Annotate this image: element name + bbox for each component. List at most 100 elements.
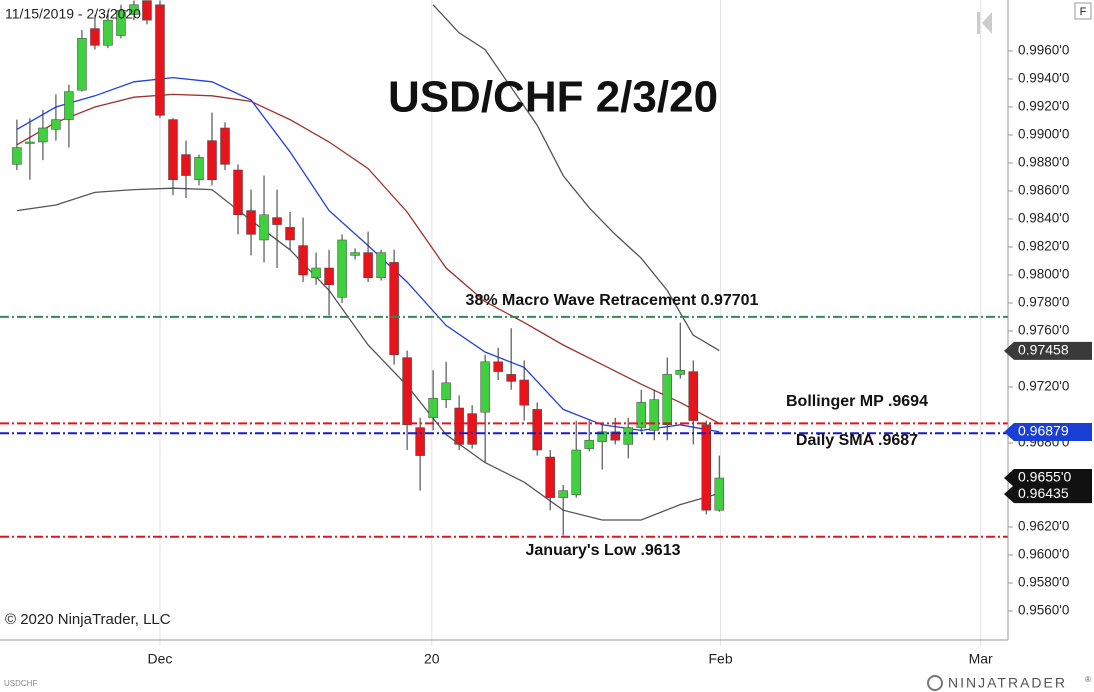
y-tick-label: 0.9820'0: [1018, 239, 1069, 254]
x-tick-label: 20: [424, 651, 440, 667]
candle-body: [77, 38, 87, 91]
candle-body: [714, 477, 725, 511]
plot-area: [0, 0, 1008, 538]
y-tick-label: 0.9840'0: [1018, 211, 1069, 226]
candle-body: [337, 239, 347, 298]
instrument: USDCHF: [4, 679, 37, 688]
candle-body: [142, 0, 152, 21]
candle-body: [389, 262, 399, 356]
y-tick-label: 0.9900'0: [1018, 127, 1069, 142]
y-tick-label: 0.9960'0: [1018, 43, 1069, 58]
candle-body: [636, 402, 646, 428]
candle-body: [25, 141, 35, 144]
y-tick-label: 0.9920'0: [1018, 99, 1069, 114]
candle-body: [506, 374, 516, 382]
candle-body: [12, 147, 22, 165]
candle-body: [402, 357, 412, 426]
price-label: 0.96879: [1018, 423, 1069, 439]
price-label-box: [1004, 485, 1092, 504]
x-tick-label: Dec: [148, 651, 173, 667]
candle-body: [220, 127, 230, 165]
candle-body: [181, 154, 191, 176]
candle-body: [610, 431, 620, 441]
candle-body: [376, 252, 386, 279]
candle-body: [298, 245, 308, 276]
candle-body: [493, 361, 503, 372]
candle-body: [233, 169, 243, 216]
scroll-start-icon[interactable]: [977, 12, 992, 34]
candle-body: [246, 210, 256, 235]
annotation: January's Low .9613: [526, 542, 681, 559]
candle-body: [38, 127, 48, 143]
brand-logo: NINJATRADER ®: [927, 675, 1091, 691]
candle-body: [350, 252, 360, 256]
candle-body: [415, 427, 425, 456]
brand-mark: ®: [1085, 675, 1091, 684]
annotation: Bollinger MP .9694: [786, 393, 928, 410]
axes: Dec 20 Feb Mar 0.9960'0 0.9940'0 0.9920'0 0.990…: [148, 43, 1070, 667]
candle-body: [311, 267, 321, 279]
candle-body: [194, 157, 204, 181]
candle-body: [428, 397, 438, 419]
y-tick-label: 0.9560'0: [1018, 603, 1069, 618]
candle-body: [558, 490, 568, 498]
candle-body: [545, 456, 555, 498]
y-tick-label: 0.9760'0: [1018, 323, 1069, 338]
candle-body: [272, 217, 282, 225]
candle-body: [285, 227, 295, 241]
price-label-box: [1004, 469, 1092, 488]
candle-body: [441, 382, 451, 400]
candle-body: [129, 4, 139, 15]
y-tick-label: 0.9580'0: [1018, 575, 1069, 590]
logo-circle: [927, 675, 943, 691]
candle-body: [116, 10, 126, 36]
candle-body: [51, 119, 61, 130]
y-tick-label: 0.9800'0: [1018, 267, 1069, 282]
price-label-box: [1004, 341, 1092, 360]
candle-body: [662, 374, 672, 426]
candle-body: [259, 214, 269, 241]
candle-body: [363, 252, 373, 279]
candle-body: [597, 431, 607, 442]
copyright: © 2020 NinjaTrader, LLC: [5, 611, 171, 628]
candle-body: [649, 399, 659, 431]
candle-body: [584, 439, 594, 449]
y-tick-label: 0.9620'0: [1018, 519, 1069, 534]
candle-body: [688, 371, 698, 421]
candle-body: [454, 407, 464, 445]
annotation: Daily SMA .9687: [796, 432, 918, 449]
x-tick-label: Feb: [708, 651, 732, 667]
panel-button-box[interactable]: [1074, 2, 1092, 20]
y-tick-label: 0.9600'0: [1018, 547, 1069, 562]
candle-body: [90, 28, 100, 46]
annotation: 38% Macro Wave Retracement 0.97701: [466, 292, 759, 309]
candle-body: [155, 4, 165, 116]
candle-body: [480, 361, 490, 413]
y-tick-label: 0.9860'0: [1018, 183, 1069, 198]
date-range: 11/15/2019 - 2/3/2020: [5, 6, 141, 22]
candle-body: [467, 413, 477, 445]
brand-name: NINJATRADER: [948, 675, 1067, 691]
icon-arrow[interactable]: [982, 12, 992, 34]
indicator-line: [16, 187, 720, 521]
candle-body: [519, 379, 529, 406]
candle-body: [532, 409, 542, 451]
price-label: 0.97458: [1018, 342, 1069, 358]
candle-body: [623, 427, 633, 445]
panel-button-label[interactable]: F: [1080, 6, 1087, 18]
icon-bar[interactable]: [977, 12, 980, 34]
price-label: 0.9655'0: [1018, 469, 1071, 485]
indicator-line: [432, 4, 720, 352]
candle-body: [675, 369, 685, 375]
candle-body: [168, 119, 178, 181]
chart-title: USD/CHF 2/3/20: [388, 73, 718, 122]
y-tick-label: 0.9880'0: [1018, 155, 1069, 170]
candle-body: [64, 91, 74, 120]
y-tick-label: 0.9720'0: [1018, 379, 1069, 394]
candle-body: [571, 449, 581, 496]
panel-button[interactable]: F: [1074, 2, 1092, 20]
candle-body: [103, 19, 113, 46]
indicator-line: [16, 93, 720, 424]
